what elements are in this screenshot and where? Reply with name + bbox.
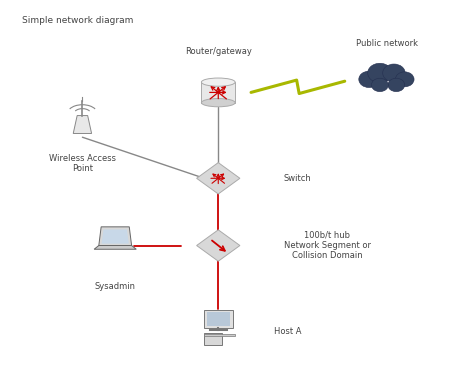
Circle shape: [368, 63, 392, 83]
Bar: [201, 82, 235, 103]
Text: Host A: Host A: [274, 327, 302, 336]
Text: 100b/t hub
Network Segment or
Collision Domain: 100b/t hub Network Segment or Collision …: [284, 230, 371, 260]
Circle shape: [388, 78, 405, 92]
Circle shape: [372, 78, 388, 92]
Bar: [207, 312, 230, 326]
Polygon shape: [101, 229, 129, 244]
Text: Sysadmin: Sysadmin: [95, 282, 136, 291]
Bar: [204, 310, 233, 329]
Text: Simple network diagram: Simple network diagram: [21, 16, 133, 25]
Polygon shape: [73, 116, 91, 133]
Polygon shape: [197, 163, 240, 194]
Text: Public network: Public network: [356, 39, 418, 49]
Bar: [204, 333, 222, 345]
Circle shape: [359, 71, 379, 88]
Bar: [204, 334, 235, 336]
Ellipse shape: [201, 78, 235, 86]
Polygon shape: [99, 227, 132, 246]
Circle shape: [395, 72, 414, 87]
Circle shape: [383, 64, 405, 82]
Polygon shape: [94, 246, 137, 249]
Polygon shape: [197, 230, 240, 261]
Ellipse shape: [201, 99, 235, 107]
Text: Switch: Switch: [284, 174, 311, 183]
Text: Wireless Access
Point: Wireless Access Point: [49, 153, 116, 173]
Text: Router/gateway: Router/gateway: [185, 47, 252, 56]
